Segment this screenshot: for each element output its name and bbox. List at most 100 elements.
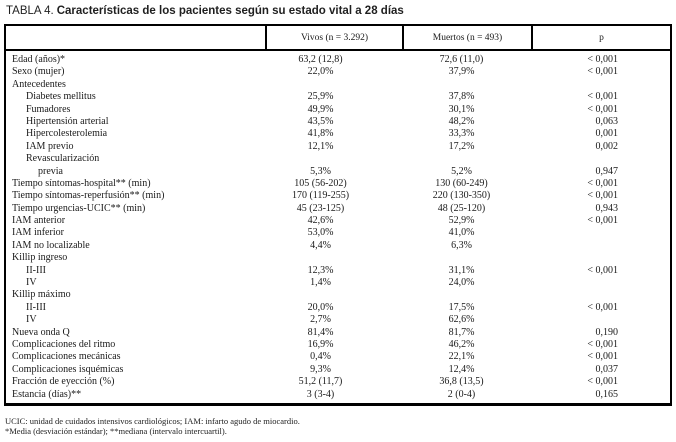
table-row: Antecedentes [6,79,670,91]
table-header-row: Vivos (n = 3.292) Muertos (n = 493) p [6,26,670,51]
table-row: Killip máximo [6,289,670,301]
cell-vivos: 63,2 (12,8) [298,54,343,65]
table-row: Revascularización [6,153,670,165]
cell-vivos: 20,0% [307,301,334,313]
cell-p-value: 0,190 [595,326,619,338]
row-label: IV [26,314,37,326]
cell-muertos: 33,3% [448,128,475,140]
cell-p-value: < 0,001 [587,301,618,313]
cell-p-value: < 0,001 [587,54,618,65]
cell-vivos: 12,1% [307,140,334,152]
table-row: Hipertensión arterial 43,5% 48,2% 0,063 [6,116,670,128]
table-row: II-III 20,0% 17,5% < 0,001 [6,302,670,314]
cell-muertos: 48,2% [448,115,475,127]
cell-vivos: 0,4% [310,351,331,363]
cell-muertos: 36,8 (13,5) [439,376,484,388]
cell-vivos: 49,9% [307,103,334,115]
cell-vivos: 16,9% [307,338,334,350]
cell-vivos: 43,5% [307,115,334,127]
row-label: IAM inferior [12,227,64,239]
cell-muertos: 31,1% [448,264,475,276]
table-row: IAM previo 12,1% 17,2% 0,002 [6,141,670,153]
table-row: IAM no localizable 4,4% 6,3% [6,240,670,252]
cell-vivos: 25,9% [307,91,334,103]
cell-muertos: 37,8% [448,91,475,103]
row-label: Revascularización [26,153,100,165]
cell-muertos: 37,9% [448,66,475,78]
cell-muertos: 30,1% [448,103,475,115]
row-label: Antecedentes [12,78,66,90]
cell-muertos: 24,0% [448,277,475,289]
cell-p-value [531,227,670,239]
cell-vivos [265,289,402,301]
cell-p-value: < 0,001 [587,103,618,115]
footnote-statistics: *Media (desviación estándar); **mediana … [5,426,227,436]
table-row: Estancia (días)** 3 (3-4) 2 (0-4) 0,165 [6,389,670,401]
table-title: TABLA 4. Características de los pacientes… [6,5,404,17]
cell-p-value [531,314,670,326]
cell-vivos: 5,3% [310,165,331,177]
cell-p-value [531,277,670,289]
cell-muertos: 81,7% [448,326,475,338]
cell-vivos: 4,4% [310,239,331,251]
table-row: Tiempo síntomas-reperfusión** (min) 170 (… [6,190,670,202]
table-row: Complicaciones del ritmo 16,9% 46,2% < 0,00… [6,339,670,351]
row-label: Killip ingreso [12,252,68,264]
row-label: Estancia (días)** [12,388,82,400]
row-label: IAM no localizable [12,239,90,251]
cell-vivos: 170 (119-255) [291,190,350,202]
cell-muertos: 17,5% [448,301,475,313]
row-label: Tiempo síntomas-reperfusión** (min) [12,190,165,202]
cell-p-value: 0,063 [595,115,619,127]
cell-muertos: 12,4% [448,363,475,375]
table-row: Killip ingreso [6,252,670,264]
table-row: Nueva onda Q 81,4% 81,7% 0,190 [6,327,670,339]
row-label: Tiempo síntomas-hospital** (min) [12,177,151,189]
cell-vivos: 53,0% [307,227,334,239]
table-row: Fumadores 49,9% 30,1% < 0,001 [6,104,670,116]
cell-p-value: 0,001 [595,128,619,140]
cell-muertos: 220 (130-350) [432,190,491,202]
cell-muertos: 48 (25-120) [437,202,486,214]
cell-vivos: 9,3% [310,363,331,375]
cell-p-value [531,79,670,91]
cell-muertos: 2 (0-4) [447,388,476,400]
cell-p-value: < 0,001 [587,338,618,350]
cell-p-value: 0,943 [595,202,619,214]
cell-p-value: 0,002 [595,140,619,152]
row-label: II-III [26,301,46,313]
row-label: Sexo (mujer) [12,66,65,78]
cell-p-value: < 0,001 [587,376,618,388]
cell-vivos: 81,4% [307,326,334,338]
cell-p-value: 0,947 [595,165,619,177]
cell-vivos: 45 (23-125) [296,202,345,214]
cell-muertos: 17,2% [448,140,475,152]
row-label: Fumadores [26,103,71,115]
row-label: Fracción de eyección (%) [12,376,115,388]
cell-vivos: 3 (3-4) [306,388,335,400]
table-body: Edad (años)* 63,2 (12,8) 72,6 (11,0) < 0,00… [6,51,670,403]
footnote-abbreviations: UCIC: unidad de cuidados intensivos card… [5,416,300,426]
cell-vivos: 2,7% [310,314,331,326]
cell-p-value [531,153,670,165]
cell-p-value [531,252,670,264]
cell-vivos: 22,0% [307,66,334,78]
cell-p-value: < 0,001 [587,264,618,276]
table-row: IAM anterior 42,6% 52,9% < 0,001 [6,215,670,227]
table-title-prefix: TABLA 4. [6,5,54,17]
table-row: Sexo (mujer) 22,0% 37,9% < 0,001 [6,66,670,78]
cell-muertos: 52,9% [448,215,475,227]
cell-p-value: < 0,001 [587,177,618,189]
row-label: Hipertensión arterial [26,115,109,127]
cell-muertos [402,79,531,91]
cell-muertos: 72,6 (11,0) [439,54,484,65]
row-label: Complicaciones del ritmo [12,338,116,350]
row-label: Tiempo urgencias-UCIC** (min) [12,202,146,214]
table-row: IV 2,7% 62,6% [6,314,670,326]
cell-muertos [402,289,531,301]
table-row: Tiempo síntomas-hospital** (min) 105 (56-… [6,178,670,190]
row-label: Complicaciones isquémicas [12,363,124,375]
patients-table: Vivos (n = 3.292) Muertos (n = 493) p Ed… [4,24,672,406]
cell-vivos [265,79,402,91]
